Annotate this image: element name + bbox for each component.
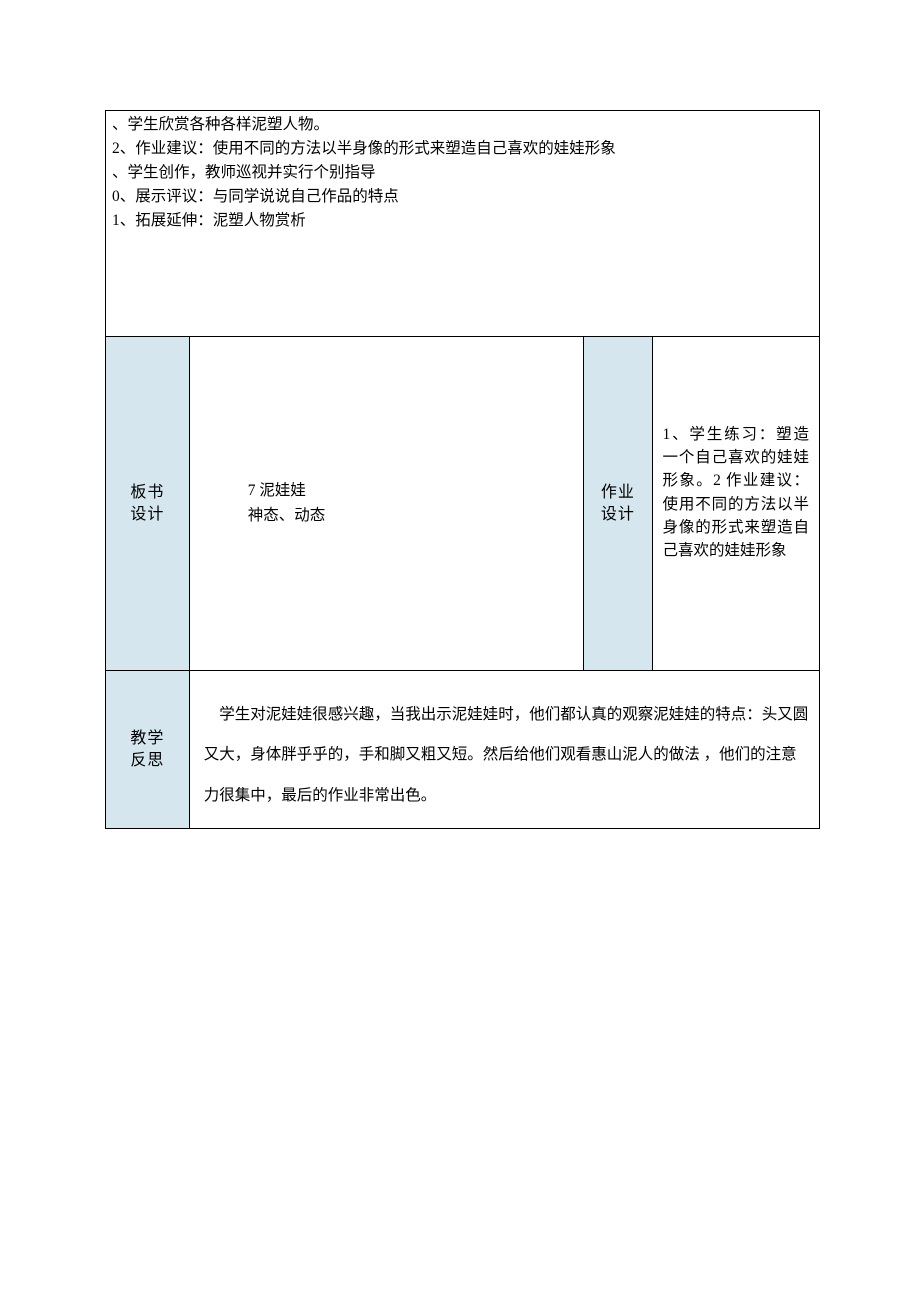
label-text: 设计 — [601, 504, 635, 526]
board-design-content: 7 泥娃娃 神态、动态 — [189, 337, 583, 671]
reflection-content: 学生对泥娃娃很感兴趣，当我出示泥娃娃时，他们都认真的观察泥娃娃的特点：头又圆又大… — [189, 671, 819, 829]
homework-content: 1、学生练习：塑造一个自己喜欢的娃娃形象。2 作业建议：使用不同的方法以半身像的… — [652, 337, 820, 671]
reflection-text: 学生对泥娃娃很感兴趣，当我出示泥娃娃时，他们都认真的观察泥娃娃的特点：头又圆又大… — [204, 706, 809, 804]
label-text: 反思 — [130, 750, 164, 772]
reflection-label-cell: 教学 反思 — [106, 671, 190, 829]
lesson-plan-table: 、学生欣赏各种各样泥塑人物。 2、作业建议：使用不同的方法以半身像的形式来塑造自… — [105, 110, 820, 829]
homework-design-label-cell: 作业 设计 — [584, 337, 652, 671]
procedure-item: 、学生创作，教师巡视并实行个别指导 — [112, 161, 813, 185]
procedure-item: 0、展示评议：与同学说说自己作品的特点 — [112, 185, 813, 209]
reflection-row: 教学 反思 学生对泥娃娃很感兴趣，当我出示泥娃娃时，他们都认真的观察泥娃娃的特点… — [106, 671, 820, 829]
label-text: 板书 — [130, 482, 164, 504]
procedure-item: 2、作业建议：使用不同的方法以半身像的形式来塑造自己喜欢的娃娃形象 — [112, 137, 813, 161]
procedure-list: 、学生欣赏各种各样泥塑人物。 2、作业建议：使用不同的方法以半身像的形式来塑造自… — [112, 113, 813, 233]
homework-text: 1、学生练习：塑造一个自己喜欢的娃娃形象。2 作业建议：使用不同的方法以半身像的… — [663, 426, 810, 559]
board-title: 7 泥娃娃 — [248, 479, 583, 503]
procedure-item: 、学生欣赏各种各样泥塑人物。 — [112, 113, 813, 137]
procedure-item: 1、拓展延伸：泥塑人物赏析 — [112, 209, 813, 233]
label-text: 教学 — [130, 728, 164, 750]
design-row: 板书 设计 7 泥娃娃 神态、动态 作业 设计 1、学生练习：塑造一个自己喜欢的… — [106, 337, 820, 671]
board-subtitle: 神态、动态 — [248, 504, 583, 528]
top-procedure-cell: 、学生欣赏各种各样泥塑人物。 2、作业建议：使用不同的方法以半身像的形式来塑造自… — [106, 111, 820, 337]
label-text: 作业 — [601, 482, 635, 504]
label-text: 设计 — [130, 504, 164, 526]
board-design-label-cell: 板书 设计 — [106, 337, 190, 671]
